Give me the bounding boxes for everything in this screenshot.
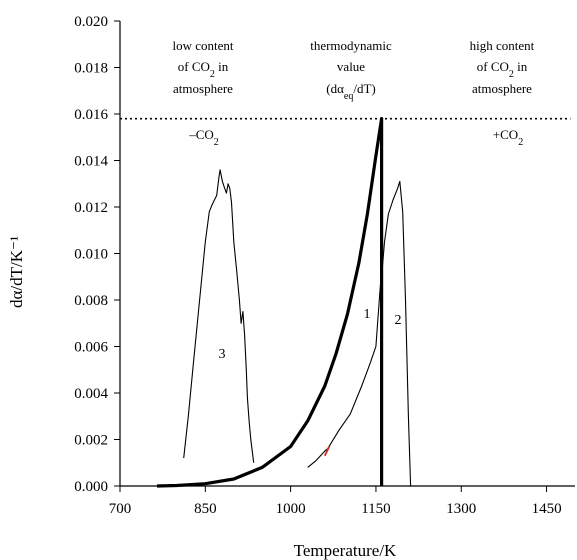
annotation-high-line3: atmosphere [472, 81, 532, 96]
y-tick-label: 0.018 [74, 61, 108, 77]
annotation-plus-co2: +CO2 [493, 127, 523, 148]
series-line-2 [381, 180, 412, 487]
y-tick-label: 0.014 [74, 154, 108, 170]
x-tick-label: 1300 [446, 501, 476, 517]
x-tick-label: 1450 [532, 501, 562, 517]
annotation-low-line2: of CO2 in [178, 59, 229, 80]
series-label-3: 3 [219, 347, 226, 362]
annotation-thermodynamic: thermodynamic value (dαeq/dT) [310, 38, 392, 102]
series-group [156, 116, 412, 488]
y-tick-label: 0.010 [74, 247, 108, 263]
red-segment [323, 446, 331, 457]
x-axis-title: Temperature/K [294, 541, 397, 560]
annotation-low-content: low content of CO2 in atmosphere [172, 38, 233, 96]
annotation-thermo-line2: value [337, 59, 365, 74]
annotation-thermo-line1: thermodynamic [310, 38, 392, 53]
series-label-1: 1 [364, 307, 371, 322]
series-line-0 [156, 116, 384, 488]
annotation-minus-co2: –CO2 [188, 127, 219, 148]
y-tick-label: 0.002 [74, 433, 108, 449]
y-tick-label: 0.006 [74, 340, 108, 356]
x-tick-label: 1150 [361, 501, 390, 517]
annotation-low-line1: low content [172, 38, 233, 53]
annotation-high-line2: of CO2 in [477, 59, 528, 80]
y-tick-label: 0.000 [74, 479, 108, 495]
y-axis: 0.000 0.002 0.004 0.006 0.008 0.010 0.012 0.014… [74, 14, 120, 495]
series-line-1 [307, 253, 384, 468]
x-tick-label: 700 [109, 501, 132, 517]
y-tick-label: 0.008 [74, 293, 108, 309]
annotation-thermo-line3: (dαeq/dT) [326, 81, 375, 102]
y-tick-label: 0.016 [74, 107, 108, 123]
y-tick-label: 0.004 [74, 386, 108, 402]
y-tick-label: 0.020 [74, 14, 108, 30]
y-axis-title: dα/dT/K⁻¹ [7, 236, 26, 308]
x-tick-label: 1000 [276, 501, 306, 517]
annotation-high-line1: high content [470, 38, 535, 53]
annotation-high-content: high content of CO2 in atmosphere [470, 38, 535, 96]
x-tick-label: 850 [194, 501, 217, 517]
annotation-low-line3: atmosphere [173, 81, 233, 96]
series-label-2: 2 [395, 313, 402, 328]
y-tick-label: 0.012 [74, 200, 108, 216]
x-axis: 700 850 1000 1150 1300 1450 [109, 486, 562, 517]
series-line-3 [183, 169, 255, 463]
